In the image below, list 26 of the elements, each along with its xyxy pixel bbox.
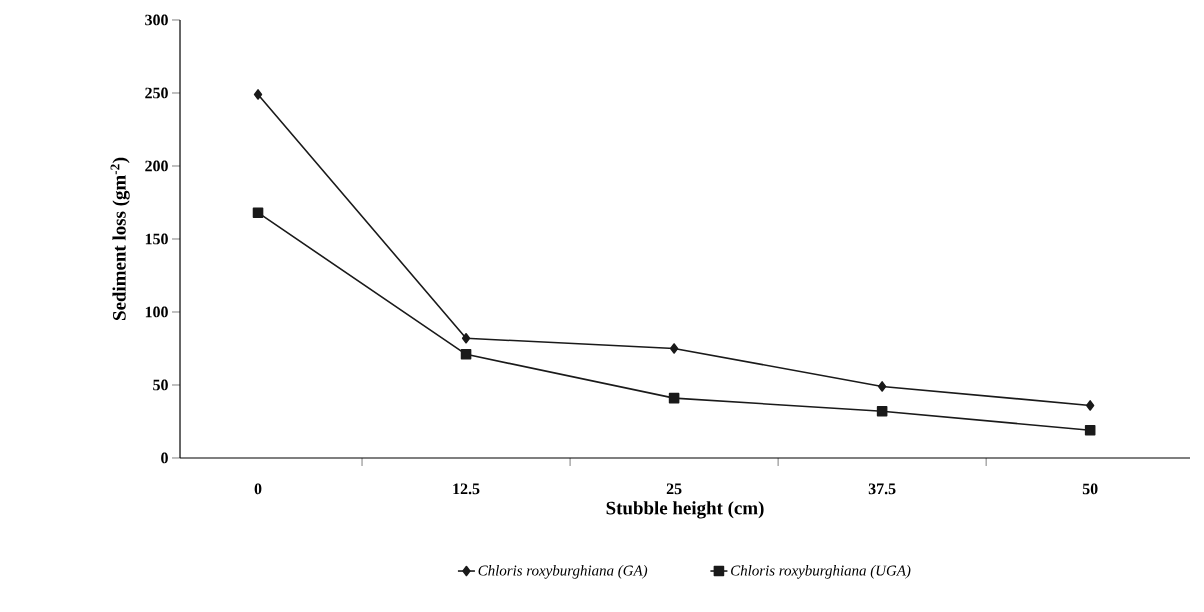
point	[252, 207, 264, 219]
y-tick-label: 250	[145, 87, 168, 99]
point	[876, 405, 888, 417]
y-tick-label: 150	[145, 233, 168, 245]
point	[877, 381, 887, 392]
y-tick-label: 0	[161, 452, 168, 464]
y-tick-label: 100	[145, 306, 168, 318]
x-tick-label: 50	[1082, 483, 1098, 495]
point	[669, 343, 679, 354]
x-axis-title: Stubble height (cm)	[606, 501, 764, 519]
legend-label: Chloris roxyburghiana (GA)	[478, 565, 648, 579]
point	[253, 89, 263, 100]
point	[461, 332, 471, 344]
y-tick-label: 50	[153, 379, 168, 391]
y-tick-label: 300	[145, 14, 168, 26]
legend-label: Chloris roxyburghiana (UGA)	[731, 565, 911, 579]
point	[1086, 400, 1095, 411]
x-tick-label: 0	[254, 483, 262, 495]
y-axis-title: Sediment loss (gm$^{-2}$)	[110, 157, 130, 320]
x-tick-label: 25	[666, 483, 682, 495]
point	[668, 392, 680, 404]
point	[1084, 424, 1096, 436]
x-tick-label: 37.5	[868, 483, 896, 495]
y-tick-label: 200	[145, 160, 168, 172]
point	[460, 349, 472, 360]
x-tick-label: 12.5	[453, 483, 480, 495]
